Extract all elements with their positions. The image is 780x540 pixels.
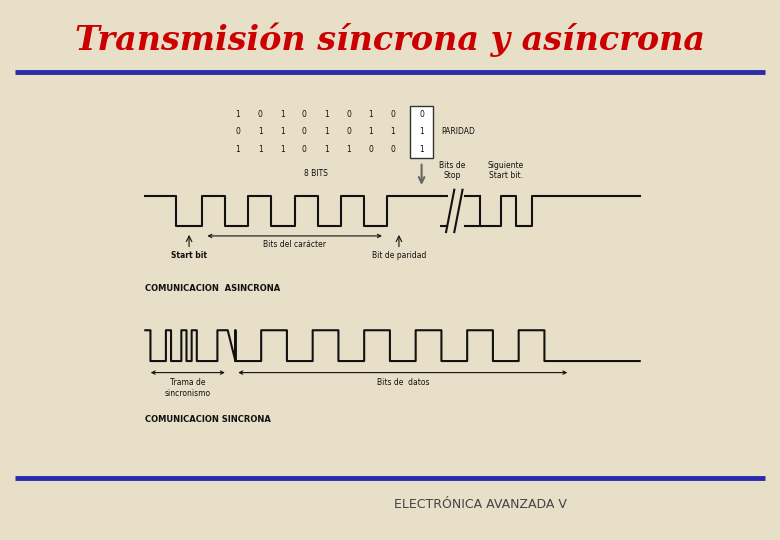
Text: 0: 0: [368, 145, 374, 154]
Text: Bits del carácter: Bits del carácter: [263, 240, 326, 249]
Text: Bits de
Stop: Bits de Stop: [438, 161, 465, 180]
Text: 1: 1: [257, 127, 263, 137]
Text: 0: 0: [346, 127, 351, 137]
Text: 0: 0: [302, 127, 307, 137]
Text: Bits de  datos: Bits de datos: [377, 379, 429, 387]
Text: 1: 1: [391, 127, 395, 137]
Text: 1: 1: [368, 110, 374, 119]
Text: Transmisión síncrona y asíncrona: Transmisión síncrona y asíncrona: [75, 23, 705, 57]
Text: Trama de
sincronismo: Trama de sincronismo: [165, 379, 211, 398]
Text: Start bit: Start bit: [171, 251, 207, 260]
Text: 1: 1: [236, 145, 240, 154]
Text: COMUNICACION  ASINCRONA: COMUNICACION ASINCRONA: [145, 284, 281, 293]
Text: 0: 0: [302, 110, 307, 119]
Text: 1: 1: [236, 110, 240, 119]
Text: 1: 1: [419, 127, 424, 137]
Text: 0: 0: [257, 110, 263, 119]
Text: Bit de paridad: Bit de paridad: [372, 251, 426, 260]
Text: 8 BITS: 8 BITS: [303, 168, 328, 178]
Text: 1: 1: [257, 145, 263, 154]
Text: 0: 0: [346, 110, 351, 119]
Text: Siguiente
Start bit.: Siguiente Start bit.: [488, 161, 524, 180]
Text: 1: 1: [419, 145, 424, 154]
Text: 0: 0: [419, 110, 424, 119]
Text: 1: 1: [280, 110, 285, 119]
Text: 0: 0: [236, 127, 240, 137]
Text: 0: 0: [391, 110, 395, 119]
Bar: [410, 106, 433, 158]
Text: 1: 1: [280, 145, 285, 154]
Text: 1: 1: [324, 127, 329, 137]
Text: 0: 0: [302, 145, 307, 154]
Text: 1: 1: [324, 145, 329, 154]
Text: ELECTRÓNICA AVANZADA V: ELECTRÓNICA AVANZADA V: [394, 497, 566, 510]
Text: COMUNICACION SINCRONA: COMUNICACION SINCRONA: [145, 415, 271, 424]
Text: PARIDAD: PARIDAD: [441, 127, 475, 137]
Text: 1: 1: [280, 127, 285, 137]
Text: 1: 1: [368, 127, 374, 137]
Text: 1: 1: [346, 145, 351, 154]
Text: 0: 0: [391, 145, 395, 154]
Text: 1: 1: [324, 110, 329, 119]
